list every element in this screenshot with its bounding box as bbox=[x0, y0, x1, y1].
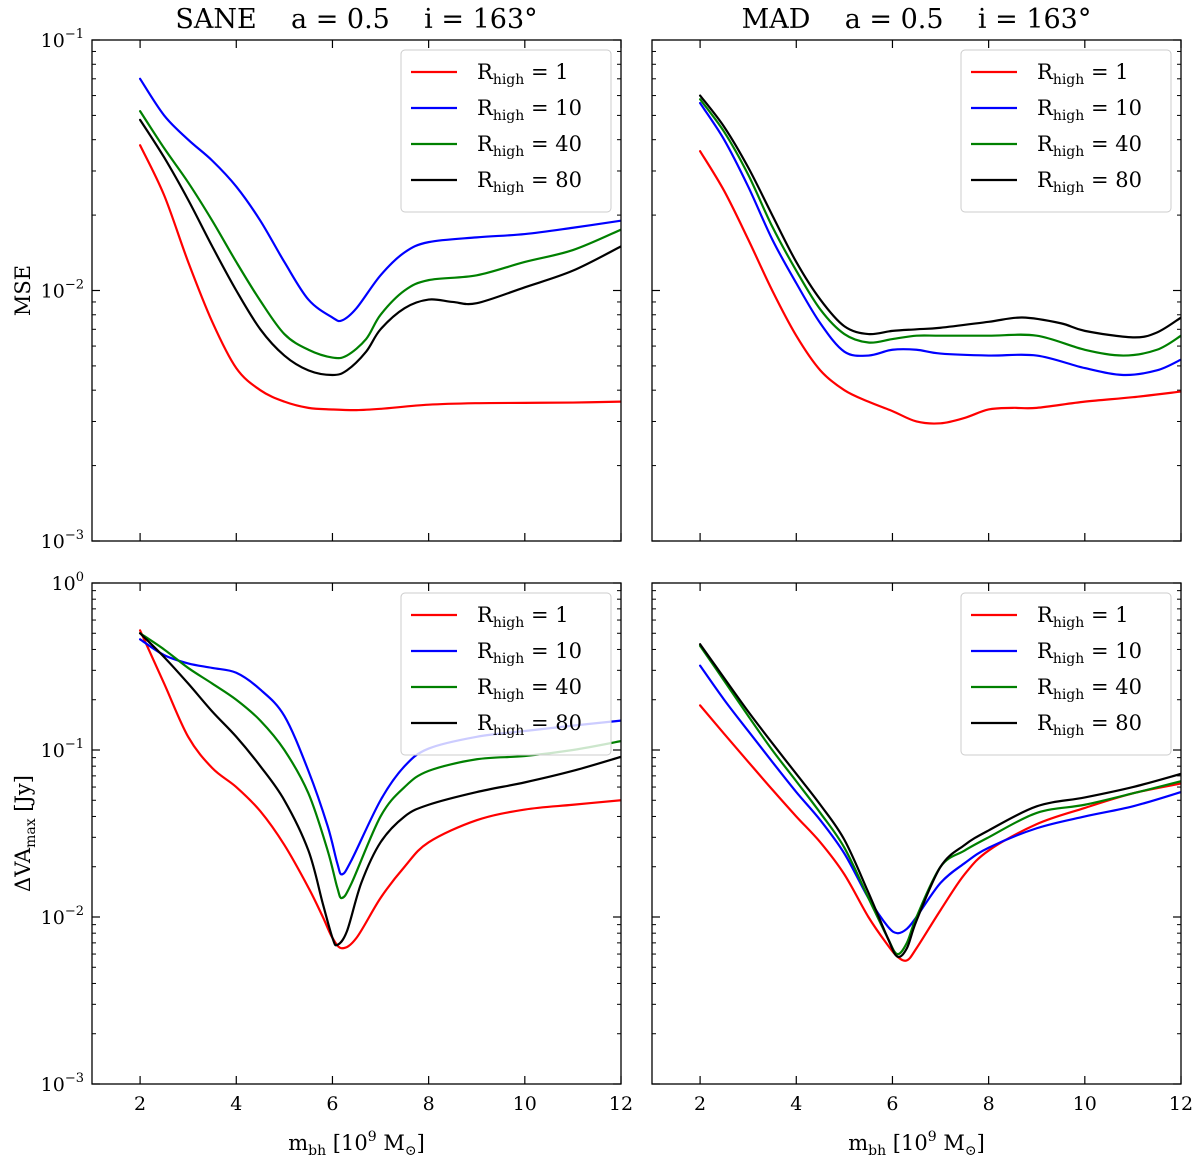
plot-frame bbox=[651, 582, 1182, 1085]
x-tick-label: 6 bbox=[326, 1093, 338, 1115]
legend-box bbox=[400, 49, 612, 213]
y-tick-label: 10−1 bbox=[41, 27, 84, 52]
series-group bbox=[698, 94, 1181, 425]
legend: Rhigh = 1 Rhigh = 10 Rhigh = 40 Rhigh = 80 bbox=[960, 49, 1172, 213]
legend-box bbox=[960, 49, 1172, 213]
x-axis-label: mbh [109 M⊙] bbox=[848, 1129, 985, 1159]
y-tick-label: 10−2 bbox=[41, 904, 84, 929]
x-tick-label: 2 bbox=[694, 1093, 706, 1115]
legend-entry: Rhigh = 1 bbox=[1037, 603, 1129, 631]
series-line-10 bbox=[138, 77, 621, 323]
series-group bbox=[138, 77, 621, 412]
legend-entry: Rhigh = 40 bbox=[477, 132, 582, 160]
legend: Rhigh = 1 Rhigh = 10 Rhigh = 40 Rhigh = 80 bbox=[400, 592, 612, 756]
legend-entry: Rhigh = 10 bbox=[1037, 639, 1142, 667]
legend-entry: Rhigh = 10 bbox=[1037, 96, 1142, 124]
x-tick-label: 4 bbox=[230, 1093, 242, 1115]
series-line-10 bbox=[698, 101, 1181, 377]
x-tick-label: 6 bbox=[886, 1093, 898, 1115]
series-line-1 bbox=[138, 144, 621, 412]
legend-entry: Rhigh = 40 bbox=[477, 675, 582, 703]
series-group bbox=[698, 643, 1181, 962]
plot-frame bbox=[91, 582, 622, 1085]
y-tick-label: 100 bbox=[52, 570, 84, 595]
legend-entry: Rhigh = 80 bbox=[1037, 168, 1142, 196]
series-line-80 bbox=[138, 632, 621, 947]
series-line-40 bbox=[138, 110, 621, 360]
panel-title: SANE a = 0.5 i = 163° bbox=[175, 4, 537, 35]
y-tick-label: 10−2 bbox=[41, 278, 84, 303]
legend-entry: Rhigh = 80 bbox=[477, 711, 582, 739]
legend-entry: Rhigh = 1 bbox=[477, 603, 569, 631]
legend: Rhigh = 1 Rhigh = 10 Rhigh = 40 Rhigh = 80 bbox=[400, 49, 612, 213]
legend-entry: Rhigh = 10 bbox=[477, 96, 582, 124]
legend-entry: Rhigh = 80 bbox=[1037, 711, 1142, 739]
panel-sane-mse: 10−3 10−2 10−1 Rhigh = 1 Rhigh = 10 Rhigh = 4… bbox=[11, 4, 622, 553]
y-axis-label: ΔVAmax [Jy] bbox=[11, 775, 39, 892]
x-tick-label: 12 bbox=[609, 1093, 633, 1115]
series-line-80 bbox=[698, 643, 1181, 958]
panel-title: MAD a = 0.5 i = 163° bbox=[742, 4, 1092, 35]
x-tick-label: 8 bbox=[423, 1093, 435, 1115]
legend-entry: Rhigh = 1 bbox=[1037, 60, 1129, 88]
legend-box bbox=[960, 592, 1172, 756]
x-tick-label: 10 bbox=[513, 1093, 537, 1115]
panel-mad-mse: Rhigh = 1 Rhigh = 10 Rhigh = 40 Rhigh = 80 M… bbox=[651, 4, 1182, 542]
legend-entry: Rhigh = 40 bbox=[1037, 132, 1142, 160]
x-tick-label: 4 bbox=[790, 1093, 802, 1115]
x-tick-label: 12 bbox=[1169, 1093, 1193, 1115]
legend-entry: Rhigh = 80 bbox=[477, 168, 582, 196]
x-tick-label: 8 bbox=[983, 1093, 995, 1115]
series-line-10 bbox=[698, 664, 1181, 935]
x-axis-label: mbh [109 M⊙] bbox=[288, 1129, 425, 1159]
series-line-40 bbox=[138, 632, 621, 900]
series-line-40 bbox=[698, 644, 1181, 956]
y-tick-label: 10−3 bbox=[41, 528, 84, 553]
legend: Rhigh = 1 Rhigh = 10 Rhigh = 40 Rhigh = 80 bbox=[960, 592, 1172, 756]
plot-frame bbox=[91, 39, 622, 542]
x-tick-label: 2 bbox=[134, 1093, 146, 1115]
legend-entry: Rhigh = 10 bbox=[477, 639, 582, 667]
x-tick-label: 10 bbox=[1073, 1093, 1097, 1115]
y-tick-label: 10−1 bbox=[41, 737, 84, 762]
legend-entry: Rhigh = 40 bbox=[1037, 675, 1142, 703]
legend-box bbox=[400, 592, 612, 756]
legend-entry: Rhigh = 1 bbox=[477, 60, 569, 88]
series-line-80 bbox=[138, 118, 621, 377]
y-tick-label: 10−3 bbox=[41, 1071, 84, 1096]
y-axis-label: MSE bbox=[11, 265, 35, 316]
series-line-40 bbox=[698, 98, 1181, 357]
series-line-80 bbox=[698, 94, 1181, 339]
plot-frame bbox=[651, 39, 1182, 542]
series-line-1 bbox=[698, 150, 1181, 425]
